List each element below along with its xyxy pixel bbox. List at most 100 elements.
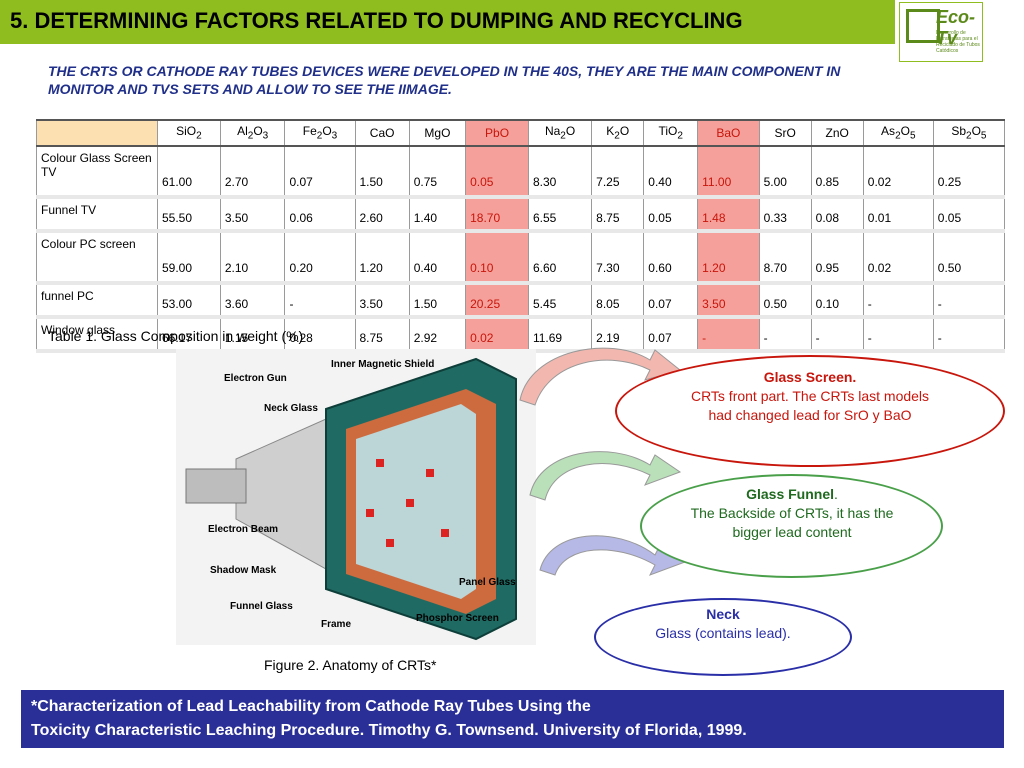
table-cell: 20.25 — [465, 283, 529, 319]
column-header-base: ZnO — [825, 126, 849, 140]
table-cell: 0.75 — [409, 146, 467, 199]
table-body: Colour Glass Screen TV 61.00 2.70 0.07 1.50 0… — [36, 146, 1006, 353]
table-cell: 3.50 — [355, 283, 410, 319]
column-header-sub1: 2 — [560, 130, 566, 142]
table-cell: 0.33 — [759, 197, 812, 233]
table-cell: 11.69 — [528, 317, 593, 353]
table-cell: 3.50 — [220, 197, 286, 233]
table-row: Funnel TV 55.50 3.50 0.06 2.60 1.40 18.70 6.55 8… — [36, 197, 1006, 233]
label-neck-glass: Neck Glass — [264, 403, 318, 414]
table-cell: - — [759, 317, 812, 353]
table-cell: 1.15 — [220, 317, 286, 353]
glass-composition-table: SiO2 Al2O3 Fe2O3 CaO MgO PbO Na2O K2O TiO2 BaO SrO… — [36, 119, 1006, 353]
column-header-base: K — [606, 124, 615, 139]
column-header-base: Fe — [302, 124, 317, 139]
column-header-sub2: 3 — [262, 130, 269, 142]
column-header-base: PbO — [485, 126, 510, 140]
column-header: Na2O — [528, 119, 593, 147]
table-cell: 1.40 — [409, 197, 467, 233]
table-row: Window glass 66.17 1.15 0.28 8.75 2.92 0.02 11.… — [36, 317, 1006, 353]
callout-glass-screen: Glass Screen. CRTs front part. The CRTs … — [615, 355, 1005, 467]
table-cell: 0.95 — [811, 231, 864, 285]
label-inner-magnetic-shield: Inner Magnetic Shield — [331, 359, 434, 370]
table-cell: 0.07 — [643, 283, 699, 319]
eco-tv-logo: Eco-Tv Desarrollo de Estrategias para el… — [899, 2, 983, 62]
table-cell: 0.05 — [933, 197, 1006, 233]
callout-neck-text: Glass (contains lead). — [655, 625, 791, 641]
column-header-mid: O — [253, 124, 263, 139]
table-cell: 55.50 — [157, 197, 221, 233]
column-header: Sb2O5 — [933, 119, 1006, 147]
column-header-base: Sb — [951, 124, 966, 139]
column-header-base: SrO — [774, 126, 796, 140]
table-cell: 11.00 — [697, 146, 760, 199]
label-electron-gun: Electron Gun — [224, 373, 287, 384]
column-header-mid: O — [619, 124, 630, 139]
column-header-sub1: 2 — [316, 130, 323, 142]
column-header-mid: O — [565, 124, 576, 139]
beam-dots — [366, 459, 449, 547]
label-phosphor-screen: Phosphor Screen — [416, 613, 499, 624]
label-frame: Frame — [321, 619, 351, 630]
callout-screen-title: Glass Screen. — [763, 369, 857, 385]
table-cell: 7.30 — [591, 231, 645, 285]
table-cell: 2.60 — [355, 197, 410, 233]
table-cell: 0.25 — [933, 146, 1006, 199]
table-cell: 8.75 — [591, 197, 645, 233]
table-corner-cell — [36, 119, 158, 147]
row-label: Funnel TV — [36, 197, 158, 233]
arrow-to-funnel-icon — [529, 451, 682, 501]
callout-glass-funnel: Glass Funnel. The Backside of CRTs, it h… — [640, 474, 943, 578]
table-cell: 0.02 — [465, 317, 529, 353]
table-cell: 0.28 — [284, 317, 356, 353]
table-cell: 8.70 — [759, 231, 812, 285]
table-cell: 0.85 — [811, 146, 864, 199]
column-header-base: As — [881, 124, 896, 139]
table-cell: 0.08 — [811, 197, 864, 233]
table-cell: 61.00 — [157, 146, 221, 199]
column-header: SiO2 — [157, 119, 221, 147]
table-row: Colour Glass Screen TV 61.00 2.70 0.07 1.50 0… — [36, 146, 1006, 199]
column-header: Al2O3 — [220, 119, 286, 147]
column-header-sub2: 3 — [331, 130, 338, 142]
label-funnel-glass: Funnel Glass — [230, 601, 293, 612]
logo-mark-icon — [906, 9, 940, 43]
column-header: BaO — [697, 119, 760, 147]
column-header: MgO — [409, 119, 467, 147]
table-cell: 1.48 — [697, 197, 760, 233]
table-cell: 5.00 — [759, 146, 812, 199]
column-header: Fe2O3 — [284, 119, 356, 147]
column-header-sub1: 2 — [614, 130, 620, 142]
neck-shape — [185, 468, 247, 504]
column-header: K2O — [591, 119, 645, 147]
column-header-mid: O — [322, 124, 332, 139]
table-caption: Table 1. Glass Composition in weight (%) — [48, 328, 304, 344]
label-shadow-mask: Shadow Mask — [210, 565, 277, 576]
table-cell: - — [863, 317, 934, 353]
column-header: SrO — [759, 119, 812, 147]
table-cell: - — [933, 317, 1006, 353]
table-cell: 3.50 — [697, 283, 760, 319]
table-cell: - — [933, 283, 1006, 319]
table-cell: 0.06 — [284, 197, 356, 233]
table-cell: 0.10 — [811, 283, 864, 319]
table-cell: 6.55 — [528, 197, 593, 233]
title-bar: 5. DETERMINING FACTORS RELATED TO DUMPIN… — [0, 0, 895, 44]
label-electron-beam: Electron Beam — [208, 524, 278, 535]
table-cell: - — [284, 283, 356, 319]
column-header-base: TiO — [658, 124, 678, 139]
column-header-mid: O — [900, 124, 910, 139]
column-header-sub2: 5 — [980, 130, 987, 142]
citation-line-2: Toxicity Characteristic Leaching Procedu… — [31, 722, 747, 739]
table-cell: 8.05 — [591, 283, 645, 319]
callout-neck-title: Neck — [706, 606, 740, 622]
table-cell: 0.05 — [465, 146, 529, 199]
table-cell: 1.20 — [697, 231, 760, 285]
column-header-base: MgO — [424, 126, 451, 140]
column-header-sub1: 2 — [196, 130, 202, 142]
table-cell: 0.20 — [284, 231, 356, 285]
table-cell: - — [697, 317, 760, 353]
callout-funnel-title: Glass Funnel — [746, 486, 835, 502]
column-header-base: Al — [237, 124, 248, 139]
table-row: funnel PC 53.00 3.60-3.50 1.50 20.25 5.45 8.05… — [36, 283, 1006, 319]
